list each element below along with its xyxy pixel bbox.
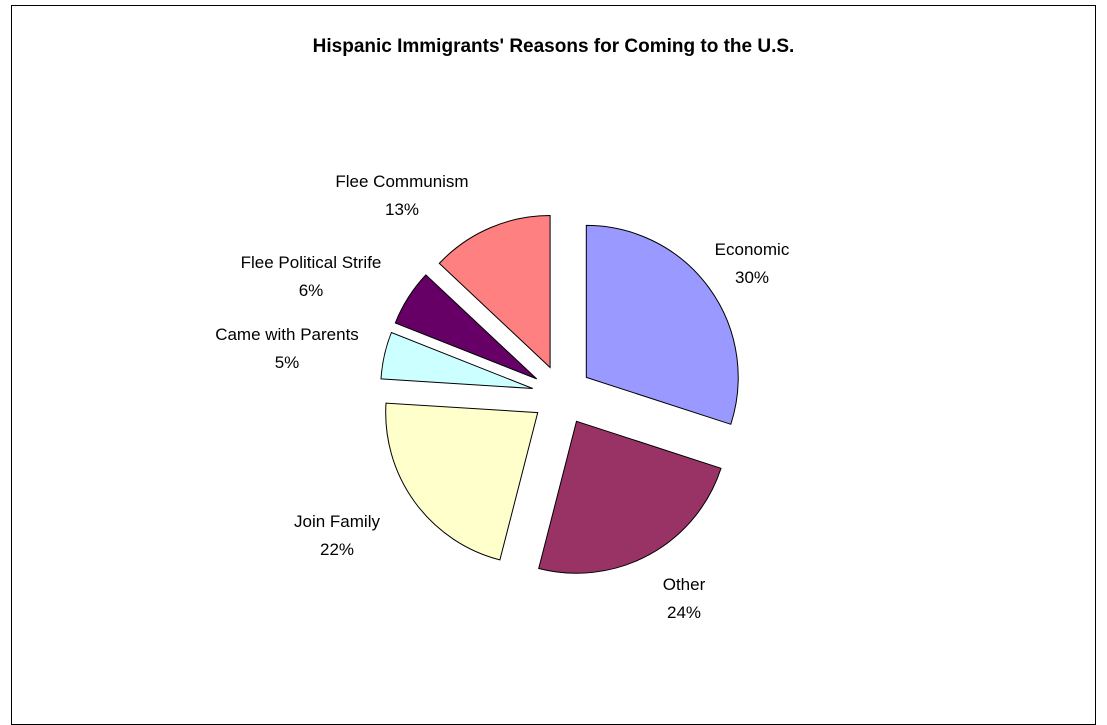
chart-title: Hispanic Immigrants' Reasons for Coming … <box>312 36 795 57</box>
slice-label-economic: Economic <box>715 240 790 259</box>
pie-slice-flee-political-strife <box>394 274 538 380</box>
slice-value-other: 24% <box>667 603 701 622</box>
pie-slice-economic <box>585 224 739 425</box>
slice-value-join-family: 22% <box>320 540 354 559</box>
chart-frame <box>11 5 1096 725</box>
pie-slice-came-with-parents <box>380 331 533 389</box>
slice-value-flee-communism: 13% <box>385 200 419 219</box>
slice-value-came-with-parents: 5% <box>275 353 300 372</box>
pie-slice-join-family <box>385 402 539 561</box>
slice-label-other: Other <box>663 575 706 594</box>
slice-value-flee-political-strife: 6% <box>299 281 324 300</box>
slice-label-flee-political-strife: Flee Political Strife <box>241 253 382 272</box>
slice-label-flee-communism: Flee Communism <box>335 172 468 191</box>
pie-slice-other <box>538 420 722 574</box>
pie-slice-flee-communism <box>438 214 551 369</box>
slice-value-economic: 30% <box>735 268 769 287</box>
slice-label-join-family: Join Family <box>294 512 380 531</box>
slice-label-came-with-parents: Came with Parents <box>215 325 359 344</box>
